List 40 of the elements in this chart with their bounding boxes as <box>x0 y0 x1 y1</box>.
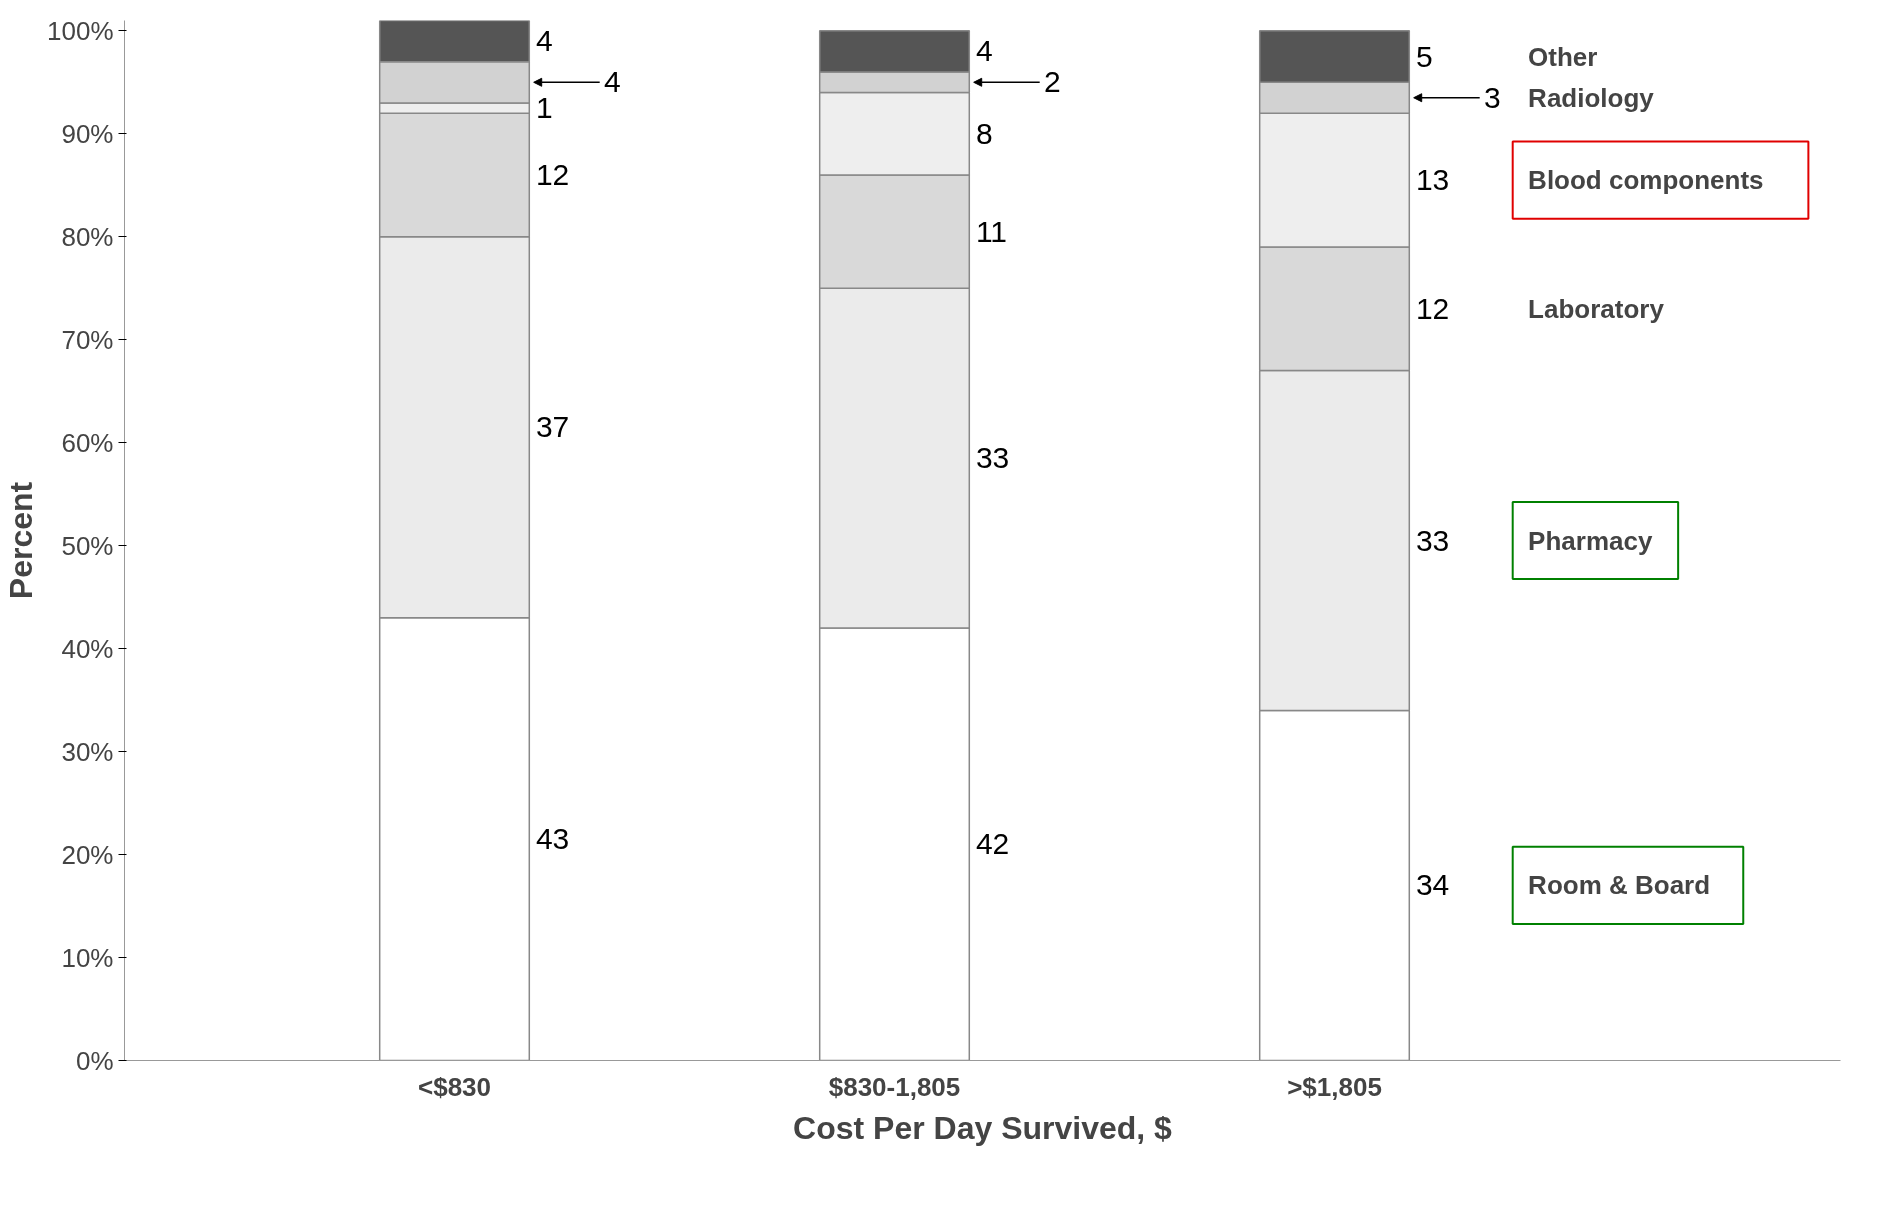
y-tick-label: 90% <box>61 118 114 149</box>
data-label: 8 <box>975 116 993 150</box>
data-label: 11 <box>975 214 1008 248</box>
data-label: 34 <box>1415 868 1450 902</box>
y-tick-label: 10% <box>61 942 114 973</box>
data-label: 4 <box>975 34 993 68</box>
text: Radiology <box>1528 82 1655 113</box>
y-tick-label: 40% <box>61 633 114 664</box>
text: Pharmacy <box>1528 525 1653 556</box>
data-label: 12 <box>1415 291 1450 325</box>
data-label: 1 <box>535 91 553 125</box>
y-tick-label: 70% <box>61 324 114 355</box>
data-label: 43 <box>535 822 570 856</box>
data-label: 5 <box>1415 39 1433 73</box>
x-tick-label: $830-1,805 <box>828 1071 961 1102</box>
y-tick-label: 50% <box>61 530 114 561</box>
data-label: 42 <box>975 827 1010 861</box>
text: Other <box>1528 41 1598 72</box>
y-tick-label: 30% <box>61 736 114 767</box>
y-tick-label: 20% <box>61 839 114 870</box>
y-tick-label: 80% <box>61 221 114 252</box>
x-tick-label: >$1,805 <box>1287 1071 1382 1102</box>
x-tick-label: <$830 <box>417 1071 492 1102</box>
data-label: 4 <box>535 24 553 58</box>
y-axis-title: Percent <box>3 481 39 600</box>
data-label: 33 <box>1415 523 1450 557</box>
text: Room & Board <box>1528 870 1711 901</box>
text: Laboratory <box>1528 293 1665 324</box>
x-axis-title: Cost Per Day Survived, $ <box>793 1109 1173 1146</box>
data-label: 4 <box>604 65 621 99</box>
y-tick-label: 100% <box>47 15 114 46</box>
data-label: 13 <box>1415 163 1450 197</box>
data-label: 33 <box>975 441 1010 475</box>
data-label: 3 <box>1484 80 1501 114</box>
y-tick-label: 60% <box>61 427 114 458</box>
data-label: 37 <box>535 410 570 444</box>
text: Blood components <box>1528 165 1764 196</box>
y-tick-label: 0% <box>75 1045 114 1076</box>
data-label: 12 <box>535 157 570 191</box>
data-label: 2 <box>1044 65 1061 99</box>
